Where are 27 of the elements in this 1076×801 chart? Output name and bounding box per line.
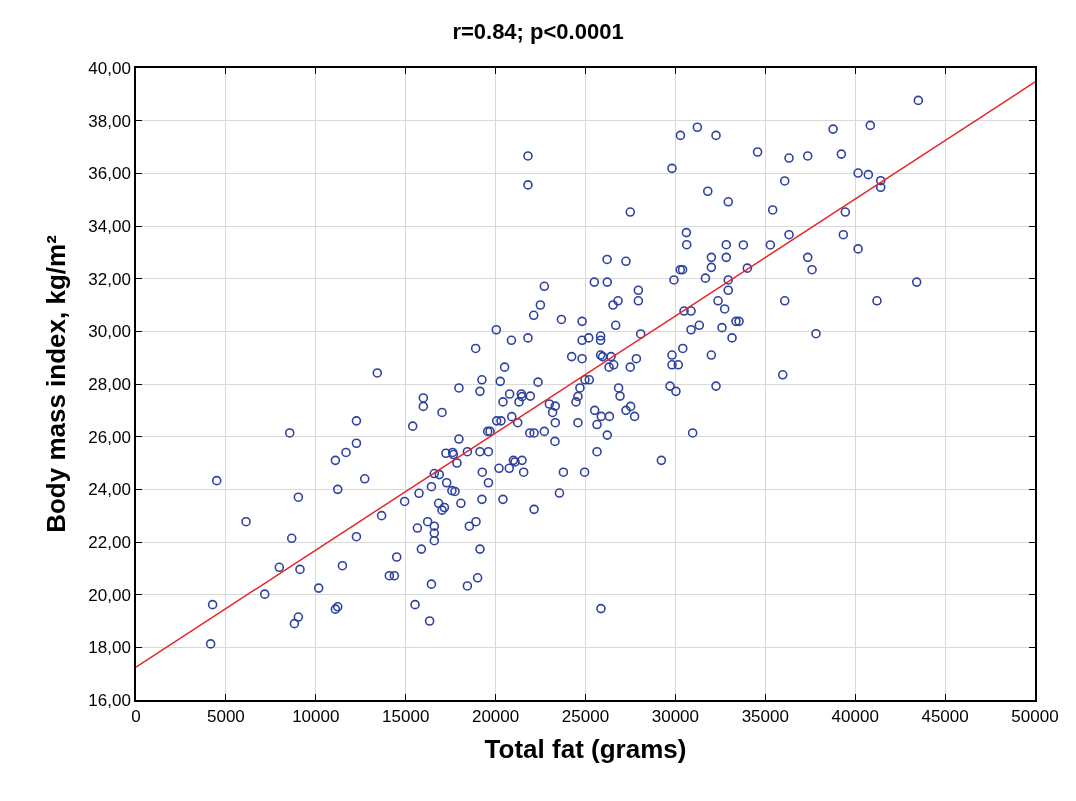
y-tick-label: 18,00 bbox=[88, 638, 131, 658]
x-tick-label: 25000 bbox=[561, 707, 610, 727]
y-tick-label: 36,00 bbox=[88, 164, 131, 184]
x-tick-label: 35000 bbox=[741, 707, 789, 727]
y-tick-label: 20,00 bbox=[88, 585, 131, 605]
y-tick-label: 30,00 bbox=[88, 322, 131, 342]
x-tick-label: 15000 bbox=[382, 707, 430, 727]
y-tick-label: 40,00 bbox=[88, 58, 131, 78]
x-tick-label: 50000 bbox=[1011, 707, 1059, 727]
x-tick-label: 45000 bbox=[921, 707, 969, 727]
y-tick-label: 28,00 bbox=[88, 374, 131, 394]
x-axis-title: Total fat (grams) bbox=[484, 734, 687, 765]
y-axis-title: Body mass index, kg/m² bbox=[41, 234, 72, 533]
x-tick-label: 0 bbox=[131, 707, 141, 727]
x-tick-label: 10000 bbox=[292, 707, 340, 727]
y-tick-label: 38,00 bbox=[88, 111, 131, 131]
y-tick-label: 26,00 bbox=[88, 427, 131, 447]
y-tick-label: 16,00 bbox=[88, 690, 131, 710]
x-tick-label: 5000 bbox=[206, 707, 245, 727]
x-tick-label: 30000 bbox=[651, 707, 700, 727]
x-tick-label: 20000 bbox=[471, 707, 520, 727]
y-tick-label: 34,00 bbox=[88, 216, 131, 236]
y-tick-label: 22,00 bbox=[88, 532, 131, 552]
x-tick-label: 40000 bbox=[831, 707, 879, 727]
y-tick-label: 32,00 bbox=[88, 269, 131, 289]
chart-title: r=0.84; p<0.0001 bbox=[452, 19, 624, 45]
y-tick-label: 24,00 bbox=[88, 480, 131, 500]
